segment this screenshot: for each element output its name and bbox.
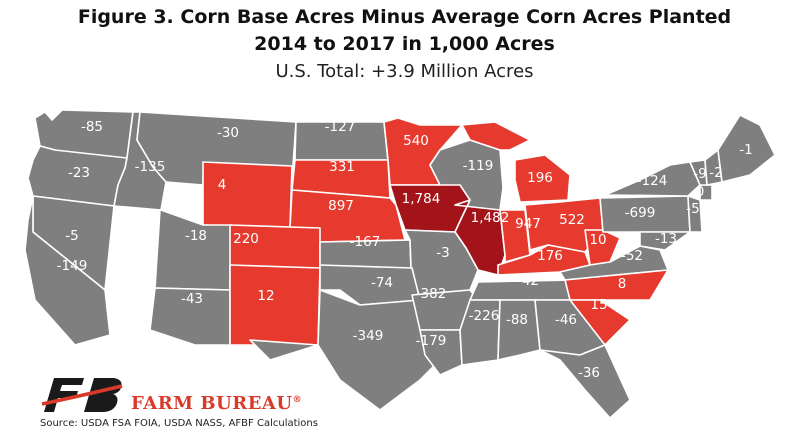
state-value-mt: -30 [217, 125, 239, 141]
state-value-tn: -42 [517, 273, 539, 289]
state-value-ms: -226 [469, 308, 500, 324]
state-mi [461, 121, 571, 203]
state-value-wv: 10 [589, 232, 606, 248]
state-value-vt: -9 [693, 166, 706, 182]
state-value-me: -1 [739, 142, 752, 158]
source-note: Source: USDA FSA FOIA, USDA NASS, AFBF C… [40, 418, 318, 429]
state-value-md: -13 [655, 231, 677, 247]
state-value-or: -23 [68, 165, 90, 181]
brand-registered-mark: ® [292, 395, 303, 405]
state-value-al: -88 [506, 312, 528, 328]
state-value-ct: 0 [696, 184, 705, 200]
brand-name: FARM BUREAU® [131, 393, 303, 414]
state-nj [687, 195, 703, 233]
state-value-in: 947 [515, 216, 541, 232]
state-value-ca: -149 [57, 258, 88, 274]
state-value-wa: -85 [81, 119, 103, 135]
state-value-ky: 176 [537, 248, 563, 264]
state-nm [229, 264, 321, 346]
state-wv [584, 229, 621, 266]
state-ca [24, 195, 111, 346]
figure-title-line2: 2014 to 2017 in 1,000 Acres [254, 33, 555, 55]
state-value-mi: 196 [527, 170, 553, 186]
state-value-nh: -2 [709, 165, 722, 181]
state-value-va: -52 [621, 248, 643, 264]
state-value-il: 1,482 [471, 210, 510, 226]
state-value-fl: -36 [578, 365, 600, 381]
state-value-mn: 540 [403, 133, 429, 149]
state-value-sd: 331 [329, 159, 355, 175]
figure-title-line1: Figure 3. Corn Base Acres Minus Average … [77, 6, 732, 28]
state-value-az: -43 [181, 291, 203, 307]
state-value-ut: -18 [185, 228, 207, 244]
state-value-id: -135 [135, 159, 166, 175]
state-value-ny: -124 [637, 173, 668, 189]
state-value-ok: -74 [371, 275, 393, 291]
state-az [149, 287, 231, 346]
state-value-ga: -46 [555, 312, 577, 328]
state-al [497, 299, 541, 361]
state-value-pa: -699 [625, 205, 656, 221]
state-value-co: 220 [233, 231, 259, 247]
state-md [639, 231, 691, 251]
state-value-ia: 1,784 [402, 191, 441, 207]
state-fl [539, 344, 631, 419]
state-value-mo: -3 [436, 245, 449, 261]
state-value-ks: -167 [350, 234, 381, 250]
state-value-nj: -5 [686, 201, 699, 217]
state-nc [564, 269, 669, 301]
state-value-tx: -349 [353, 328, 384, 344]
state-value-wi: -119 [463, 158, 494, 174]
state-value-nd: -127 [325, 119, 356, 135]
state-value-sc: 15 [590, 297, 607, 313]
state-wy [202, 161, 293, 229]
farm-bureau-logo-icon [41, 378, 123, 412]
state-value-ar: -382 [416, 286, 447, 302]
state-la [419, 329, 463, 376]
state-value-nc: 8 [618, 276, 627, 292]
state-value-wy: 4 [218, 177, 227, 193]
state-me [717, 114, 776, 183]
state-value-nm: 12 [257, 288, 274, 304]
state-value-nv: -5 [65, 228, 78, 244]
state-ky [497, 244, 591, 276]
state-value-oh: 522 [559, 212, 585, 228]
state-value-la: -179 [416, 333, 447, 349]
figure-subtitle: U.S. Total: +3.9 Million Acres [275, 61, 534, 82]
state-mo [404, 229, 479, 296]
state-value-ne: 897 [328, 198, 354, 214]
